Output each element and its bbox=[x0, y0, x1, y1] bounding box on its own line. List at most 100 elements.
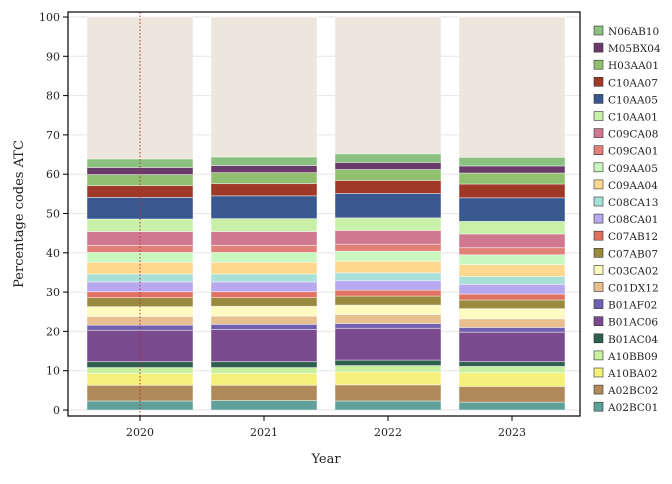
legend-label-a10bb09: A10BB09 bbox=[607, 351, 658, 363]
bar-segment-b01af02-2023 bbox=[458, 327, 566, 333]
bar-segment-c07ab12-2022 bbox=[334, 289, 442, 297]
bar-segment-c09aa05-2023 bbox=[458, 254, 566, 265]
bar-segment-c10aa07-2023 bbox=[458, 183, 566, 199]
bar-segment-c08ca01-2020 bbox=[86, 281, 194, 293]
bar-segment-a10bb09-2022 bbox=[334, 365, 442, 373]
bar-segment-other-2022 bbox=[334, 16, 442, 155]
x-tick-label: 2020 bbox=[126, 426, 154, 439]
bar-segment-c01dx12-2021 bbox=[210, 315, 318, 325]
legend-swatch-c10aa05 bbox=[593, 94, 604, 104]
bar-segment-c09ca08-2023 bbox=[458, 233, 566, 249]
y-tick-label: 60 bbox=[46, 168, 60, 181]
x-tick-label: 2023 bbox=[498, 426, 526, 439]
bar-segment-a10bb09-2023 bbox=[458, 365, 566, 374]
bar-segment-c03ca02-2021 bbox=[210, 305, 318, 317]
legend-swatch-c08ca01 bbox=[593, 213, 604, 224]
y-tick-label: 30 bbox=[46, 286, 60, 299]
bar-segment-a02bc02-2022 bbox=[334, 384, 442, 402]
legend-label-c10aa07: C10AA07 bbox=[608, 77, 658, 89]
bar-segment-c08ca13-2022 bbox=[334, 272, 442, 282]
y-tick-label: 80 bbox=[46, 90, 60, 103]
bar-segment-b01af02-2022 bbox=[334, 323, 442, 329]
bar-segment-c08ca01-2022 bbox=[334, 280, 442, 291]
bar-segment-other-2023 bbox=[458, 16, 566, 158]
bar-segment-c10aa01-2023 bbox=[458, 220, 566, 235]
legend-swatch-a10bb09 bbox=[593, 350, 604, 361]
y-tick-label: 70 bbox=[46, 129, 60, 142]
bar-segment-c03ca02-2022 bbox=[334, 304, 442, 315]
legend-swatch-c09aa05 bbox=[593, 162, 604, 173]
legend-swatch-c09aa04 bbox=[593, 179, 604, 190]
legend-label-c09ca08: C09CA08 bbox=[608, 129, 658, 141]
legend-swatch-h03aa01 bbox=[593, 59, 604, 70]
bar-segment-a02bc02-2023 bbox=[458, 386, 566, 403]
bar-segment-a02bc02-2021 bbox=[210, 384, 318, 401]
bar-segment-a10bb09-2021 bbox=[210, 367, 318, 374]
legend-label-h03aa01: H03AA01 bbox=[608, 60, 659, 72]
bar-segment-c09ca01-2023 bbox=[458, 247, 566, 256]
bar-segment-c10aa01-2021 bbox=[210, 218, 318, 232]
bar-segment-c01dx12-2023 bbox=[458, 318, 566, 328]
bar-segment-a10ba02-2022 bbox=[334, 371, 442, 386]
legend-swatch-c09ca08 bbox=[593, 128, 604, 138]
legend-swatch-c01dx12 bbox=[593, 282, 604, 292]
bar-segment-m05bx04-2023 bbox=[458, 165, 566, 174]
y-tick-label: 50 bbox=[46, 208, 60, 221]
legend-label-c03ca02: C03CA02 bbox=[608, 265, 658, 277]
x-axis-label: Year bbox=[310, 452, 341, 467]
legend-swatch-c07ab12 bbox=[593, 230, 604, 241]
y-tick-label: 20 bbox=[46, 325, 60, 338]
legend-swatch-a02bc02 bbox=[593, 384, 604, 395]
bar-segment-a10ba02-2023 bbox=[458, 372, 566, 387]
bar-segment-b01ac06-2022 bbox=[334, 327, 442, 361]
legend-swatch-b01af02 bbox=[593, 299, 604, 309]
legend-label-a02bc01: A02BC01 bbox=[607, 402, 658, 414]
legend-label-m05bx04: M05BX04 bbox=[608, 43, 661, 55]
bar-segment-b01ac04-2023 bbox=[458, 361, 566, 367]
legend-swatch-b01ac06 bbox=[593, 316, 604, 327]
bar-segment-c09ca01-2021 bbox=[210, 244, 318, 253]
legend-swatch-c10aa07 bbox=[593, 77, 604, 87]
bar-segment-c10aa05-2023 bbox=[458, 197, 566, 222]
y-tick-label: 0 bbox=[53, 404, 60, 417]
bar-segment-c09ca01-2022 bbox=[334, 243, 442, 252]
y-tick-label: 100 bbox=[39, 11, 60, 24]
bar-segment-h03aa01-2021 bbox=[210, 172, 318, 185]
bar-segment-m05bx04-2022 bbox=[334, 162, 442, 170]
bar-segment-a02bc01-2023 bbox=[458, 401, 566, 411]
bar-segment-c07ab07-2023 bbox=[458, 299, 566, 310]
legend-label-a10ba02: A10BA02 bbox=[607, 368, 658, 380]
bar-segment-c08ca13-2023 bbox=[458, 275, 566, 285]
bar-segment-c01dx12-2022 bbox=[334, 314, 442, 324]
bar-segment-n06ab10-2023 bbox=[458, 156, 566, 167]
x-tick-label: 2021 bbox=[250, 426, 278, 439]
bar-segment-c09aa04-2023 bbox=[458, 264, 566, 277]
legend-label-c08ca01: C08CA01 bbox=[608, 214, 658, 226]
bar-segment-c09aa05-2021 bbox=[210, 252, 318, 263]
legend-swatch-c09ca01 bbox=[593, 145, 604, 155]
bar-segment-c07ab12-2023 bbox=[458, 293, 566, 301]
bar-segment-c09aa04-2021 bbox=[210, 261, 318, 275]
bar-segment-c08ca13-2021 bbox=[210, 273, 318, 283]
bar-segment-h03aa01-2023 bbox=[458, 172, 566, 185]
bar-segment-c03ca02-2023 bbox=[458, 308, 566, 320]
x-tick-label: 2022 bbox=[374, 426, 402, 439]
legend-label-b01af02: B01AF02 bbox=[608, 300, 657, 312]
bar-segment-b01ac06-2023 bbox=[458, 331, 566, 363]
legend-label-n06ab10: N06AB10 bbox=[608, 26, 659, 38]
legend-swatch-c10aa01 bbox=[593, 111, 604, 121]
bar-segment-b01ac04-2021 bbox=[210, 361, 318, 368]
y-axis-label: Percentage codes ATC bbox=[12, 140, 27, 288]
bar-segment-c10aa07-2022 bbox=[334, 180, 442, 194]
bar-segment-a02bc01-2022 bbox=[334, 400, 442, 411]
bar-segment-a02bc01-2021 bbox=[210, 400, 318, 411]
bar-segment-c07ab12-2021 bbox=[210, 291, 318, 299]
legend-swatch-b01ac04 bbox=[593, 333, 604, 344]
bar-segment-n06ab10-2021 bbox=[210, 156, 318, 166]
bar-segment-a10ba02-2021 bbox=[210, 373, 318, 386]
legend-swatch-c07ab07 bbox=[593, 248, 604, 258]
bar-segment-c10aa01-2022 bbox=[334, 217, 442, 231]
bar-segment-c08ca01-2023 bbox=[458, 283, 566, 295]
